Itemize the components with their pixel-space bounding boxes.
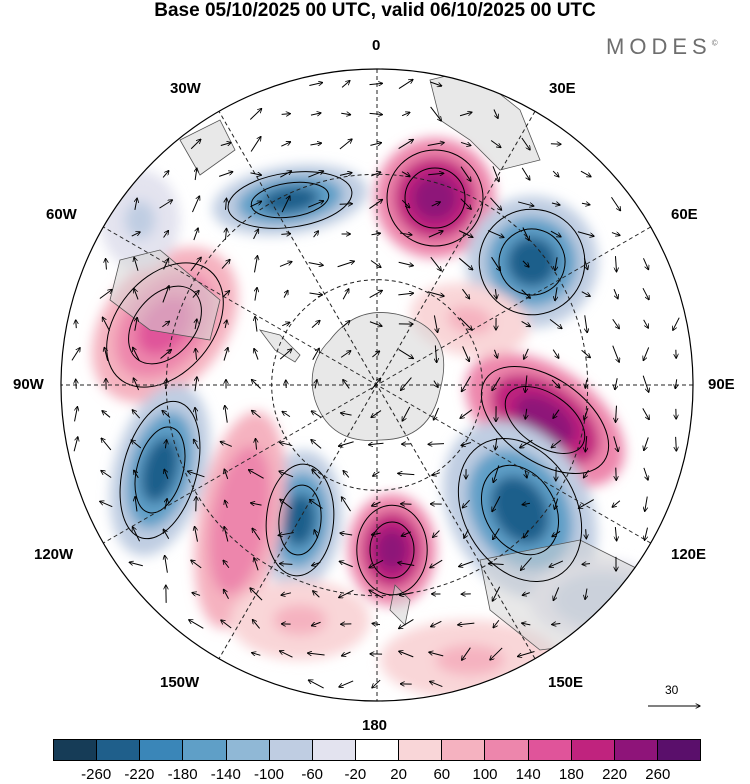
colorbar [53, 739, 701, 761]
colorbar-tick-label: 60 [433, 766, 450, 783]
wind-vector [282, 114, 291, 115]
colorbar-swatch [572, 740, 615, 760]
lon-label-0: 0 [372, 37, 380, 54]
anomaly-blob [273, 605, 326, 635]
colorbar-swatch [399, 740, 442, 760]
colorbar-tick-label: -20 [345, 766, 367, 783]
anomaly-blob [125, 201, 155, 239]
colorbar-swatch [54, 740, 97, 760]
colorbar-tick-label: -260 [81, 766, 111, 783]
colorbar-swatch [442, 740, 485, 760]
lon-label-60e: 60E [671, 206, 698, 223]
lon-label-150e: 150E [548, 674, 583, 691]
lon-label-120w: 120W [34, 546, 73, 563]
lon-label-180: 180 [362, 717, 387, 734]
colorbar-swatch [485, 740, 528, 760]
reference-vector-label: 30 [665, 683, 678, 697]
wind-vector [586, 529, 587, 539]
colorbar-tick-label: 100 [472, 766, 497, 783]
colorbar-swatch [658, 740, 700, 760]
lon-label-90w: 90W [13, 376, 44, 393]
wind-vector [76, 320, 77, 328]
colorbar-swatch [313, 740, 356, 760]
lon-label-120e: 120E [671, 546, 706, 563]
colorbar-tick-label: 180 [559, 766, 584, 783]
colorbar-swatch [140, 740, 183, 760]
colorbar-tick-label: 260 [645, 766, 670, 783]
map-disk [61, 69, 693, 701]
wind-vector [551, 144, 561, 145]
wind-vector [428, 444, 444, 445]
colorbar-tick-label: 220 [602, 766, 627, 783]
lon-label-90e: 90E [708, 376, 735, 393]
colorbar-tick-label: 140 [516, 766, 541, 783]
lon-label-150w: 150W [160, 674, 199, 691]
anomaly-blob [436, 645, 504, 675]
colorbar-tick-label: -180 [168, 766, 198, 783]
colorbar-swatch [227, 740, 270, 760]
colorbar-tick-label: -220 [124, 766, 154, 783]
colorbar-swatch [356, 740, 399, 760]
colorbar-swatch [183, 740, 226, 760]
colorbar-swatch [615, 740, 658, 760]
lon-label-30w: 30W [170, 80, 201, 97]
colorbar-tick-label: -60 [301, 766, 323, 783]
colorbar-labels: -260 -220 -180 -140 -100 -60 -20 20 60 100 140 180 2… [0, 766, 750, 784]
colorbar-tick-label: 20 [390, 766, 407, 783]
colorbar-swatch [270, 740, 313, 760]
colorbar-swatch [97, 740, 140, 760]
lon-label-60w: 60W [46, 206, 77, 223]
colorbar-swatch [529, 740, 572, 760]
colorbar-tick-label: -140 [211, 766, 241, 783]
lon-label-30e: 30E [549, 80, 576, 97]
wind-vector [76, 379, 77, 389]
colorbar-tick-label: -100 [254, 766, 284, 783]
